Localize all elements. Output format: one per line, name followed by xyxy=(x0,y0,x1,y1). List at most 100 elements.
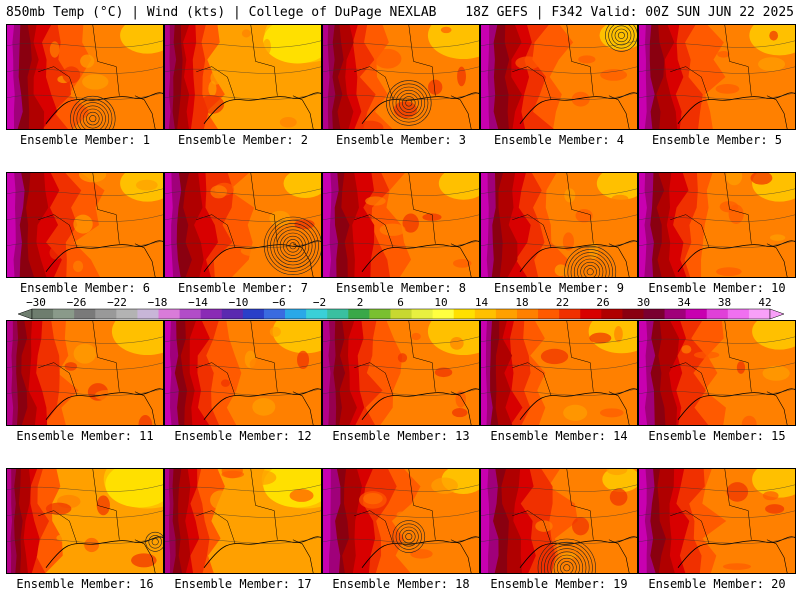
colorbar-swatch xyxy=(221,309,244,319)
colorbar-swatch xyxy=(748,309,771,319)
temperature-map xyxy=(323,173,479,277)
wind-contour xyxy=(550,551,584,573)
wind-contour xyxy=(276,229,310,263)
wind-contour xyxy=(89,115,97,123)
wind-contour xyxy=(614,28,629,43)
member-label: Ensemble Member: 6 xyxy=(19,281,151,295)
ensemble-panel xyxy=(164,24,322,130)
ensemble-panel xyxy=(638,468,796,574)
temperature-map xyxy=(639,321,795,425)
ensemble-panel xyxy=(164,172,322,278)
colorbar-tick-label: 22 xyxy=(555,296,570,309)
wind-contour xyxy=(402,96,416,110)
colorbar-max-arrow xyxy=(769,308,785,320)
colorbar-swatch xyxy=(495,309,518,319)
colorbar-tick-label: 10 xyxy=(434,296,448,309)
wind-contour xyxy=(395,523,422,550)
colorbar-tick-label: −30 xyxy=(26,296,46,309)
ensemble-panel xyxy=(164,320,322,426)
colorbar-swatch xyxy=(453,309,476,319)
colorbar-tick-label: 26 xyxy=(596,296,610,309)
colorbar-swatch xyxy=(643,309,666,319)
temperature-map xyxy=(7,469,163,573)
map-title: 850mb Temp (°C) | Wind (kts) | College o… xyxy=(6,5,437,20)
colorbar-swatch xyxy=(116,309,138,319)
member-label: Ensemble Member: 13 xyxy=(332,429,470,443)
colorbar-swatch xyxy=(263,309,286,319)
colorbar-tick-label: 2 xyxy=(356,296,364,309)
wind-contour xyxy=(564,245,617,277)
member-label: Ensemble Member: 10 xyxy=(648,281,786,295)
wind-contour xyxy=(273,226,313,266)
colorbar-swatch xyxy=(559,309,581,319)
temperature-map xyxy=(165,469,321,573)
colorbar-swatch xyxy=(53,309,75,319)
member-label: Ensemble Member: 20 xyxy=(648,577,786,591)
temperature-map xyxy=(165,25,321,129)
colorbar-swatch xyxy=(516,309,539,319)
wind-contour xyxy=(611,25,632,46)
wind-contour xyxy=(279,232,307,259)
colorbar-swatch xyxy=(727,309,750,319)
colorbar-swatch xyxy=(32,309,54,319)
wind-contour xyxy=(617,31,625,39)
ensemble-panel xyxy=(638,172,796,278)
wind-contour xyxy=(583,265,597,277)
colorbar-swatch xyxy=(242,309,265,319)
colorbar-tick-label: 42 xyxy=(758,296,772,309)
member-label: Ensemble Member: 14 xyxy=(490,429,628,443)
temperature-map xyxy=(165,321,321,425)
wind-contour xyxy=(405,99,413,107)
member-label: Ensemble Member: 3 xyxy=(335,133,467,147)
temperature-map xyxy=(165,173,321,277)
wind-contour xyxy=(145,531,163,552)
member-label: Ensemble Member: 18 xyxy=(332,577,470,591)
colorbar-tick-label: 18 xyxy=(515,296,529,309)
wind-contour xyxy=(405,533,413,541)
wind-contour xyxy=(398,93,419,113)
wind-contour xyxy=(556,557,577,573)
colorbar-swatch xyxy=(200,309,223,319)
colorbar-swatch xyxy=(664,309,687,319)
member-label: Ensemble Member: 15 xyxy=(648,429,786,443)
colorbar-tick-label: 30 xyxy=(636,296,651,309)
colorbar-swatch xyxy=(390,309,413,319)
wind-contour xyxy=(586,268,594,276)
temperature-map xyxy=(481,469,637,573)
ensemble-panel xyxy=(638,24,796,130)
wind-contour xyxy=(553,554,580,573)
temperature-map xyxy=(639,173,795,277)
colorbar-swatch xyxy=(348,309,370,319)
temperature-map xyxy=(7,173,163,277)
colorbar-swatch xyxy=(685,309,708,319)
wind-contour xyxy=(608,25,635,49)
member-label: Ensemble Member: 4 xyxy=(493,133,625,147)
wind-contour xyxy=(573,255,607,277)
colorbar-swatch xyxy=(137,309,160,319)
wind-contour xyxy=(263,216,321,275)
colorbar-tick-label: −14 xyxy=(188,296,208,309)
temperature-map xyxy=(481,321,637,425)
member-label: Ensemble Member: 7 xyxy=(177,281,309,295)
wind-contour xyxy=(151,538,159,546)
colorbar-tick-label: −22 xyxy=(107,296,127,309)
wind-contour xyxy=(567,249,613,277)
member-label: Ensemble Member: 1 xyxy=(19,133,151,147)
wind-contour xyxy=(76,102,110,129)
ensemble-panel xyxy=(6,320,164,426)
colorbar-swatch xyxy=(306,309,328,319)
wind-contour xyxy=(570,252,610,277)
ensemble-panel xyxy=(480,468,638,574)
colorbar-tick-label: −6 xyxy=(272,296,286,309)
member-label: Ensemble Member: 16 xyxy=(16,577,154,591)
member-label: Ensemble Member: 9 xyxy=(493,281,625,295)
ensemble-panel xyxy=(322,172,480,278)
ensemble-panel xyxy=(480,24,638,130)
wind-contour xyxy=(547,548,587,573)
temperature-map xyxy=(7,25,163,129)
wind-contour xyxy=(70,95,116,129)
member-label: Ensemble Member: 5 xyxy=(651,133,783,147)
temperature-colorbar: −30 −26 −22 −18 −14 −10 −6 −2 2 6 10 14 18 22 26 30 34 38… xyxy=(0,296,800,320)
member-label: Ensemble Member: 17 xyxy=(174,577,312,591)
member-label: Ensemble Member: 2 xyxy=(177,133,309,147)
